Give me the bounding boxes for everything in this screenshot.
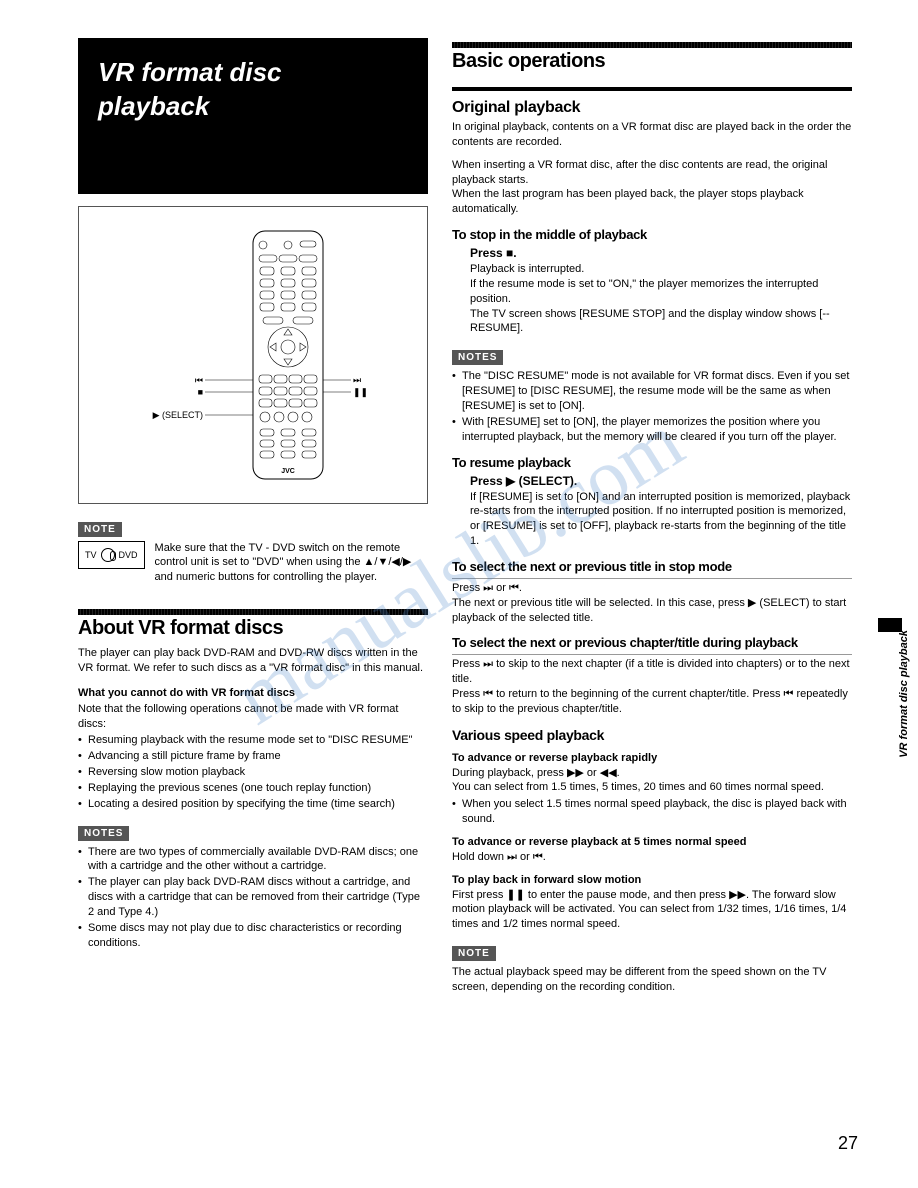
original-p2: When inserting a VR format disc, after t… <box>452 158 852 188</box>
cannot-list: Resuming playback with the resume mode s… <box>78 733 428 811</box>
select-play-p2: Press ⏮ to return to the beginning of th… <box>452 687 852 717</box>
list-item: Resuming playback with the resume mode s… <box>78 733 428 748</box>
resume-press: Press ▶ (SELECT). <box>470 474 852 488</box>
five-p: Hold down ⏭ or ⏮. <box>452 850 852 865</box>
stop-p1: Playback is interrupted. <box>470 262 852 277</box>
list-item: With [RESUME] set to [ON], the player me… <box>452 415 852 445</box>
note-tag: NOTE <box>452 946 496 961</box>
notes-tag: NOTES <box>78 826 129 841</box>
list-item: Replaying the previous scenes (one touch… <box>78 781 428 796</box>
divider <box>78 609 428 615</box>
divider <box>452 87 852 91</box>
list-item: Reversing slow motion playback <box>78 765 428 780</box>
speed-heading: Various speed playback <box>452 727 852 743</box>
page-number: 27 <box>838 1133 858 1154</box>
rapid-p2: You can select from 1.5 times, 5 times, … <box>452 780 852 795</box>
slow-p: First press ❚❚ to enter the pause mode, … <box>452 888 852 933</box>
select-play-heading: To select the next or previous chapter/t… <box>452 635 852 650</box>
left-column: VR format disc playback ⏮ ■ ▶ (SELECT) ⏭… <box>78 38 428 1001</box>
cannot-intro: Note that the following operations canno… <box>78 702 428 732</box>
select-stop-p1: Press ⏭ or ⏮. <box>452 581 852 596</box>
title-block: VR format disc playback <box>78 38 428 194</box>
list-item: When you select 1.5 times normal speed p… <box>452 797 852 827</box>
title-line1: VR format disc <box>98 56 408 90</box>
about-heading: About VR format discs <box>78 617 428 640</box>
list-item: There are two types of commercially avai… <box>78 845 428 875</box>
svg-text:▶ (SELECT): ▶ (SELECT) <box>153 410 203 420</box>
list-item: Some discs may not play due to disc char… <box>78 921 428 951</box>
about-notes-list: There are two types of commercially avai… <box>78 845 428 951</box>
title-line2: playback <box>98 90 408 124</box>
svg-text:■: ■ <box>198 387 203 397</box>
notes-tag: NOTES <box>452 350 503 365</box>
rapid-note-list: When you select 1.5 times normal speed p… <box>452 797 852 827</box>
divider <box>452 42 852 48</box>
rapid-h: To advance or reverse playback rapidly <box>452 751 852 766</box>
select-stop-heading: To select the next or previous title in … <box>452 559 852 574</box>
slow-h: To play back in forward slow motion <box>452 873 852 888</box>
resume-p1: If [RESUME] is set to [ON] and an interr… <box>470 490 852 549</box>
list-item: Advancing a still picture frame by frame <box>78 749 428 764</box>
about-intro: The player can play back DVD-RAM and DVD… <box>78 646 428 676</box>
remote-brand: JVC <box>281 468 295 475</box>
rapid-p1: During playback, press ▶▶ or ◀◀. <box>452 766 852 781</box>
final-note: The actual playback speed may be differe… <box>452 965 852 995</box>
svg-text:⏭: ⏭ <box>353 375 361 385</box>
original-heading: Original playback <box>452 99 852 117</box>
stop-heading: To stop in the middle of playback <box>452 227 852 242</box>
svg-text:❚❚: ❚❚ <box>353 387 368 398</box>
switch-dial-icon <box>101 548 115 562</box>
remote-diagram: ⏮ ■ ▶ (SELECT) ⏭ ❚❚ <box>78 206 428 504</box>
original-p1: In original playback, contents on a VR f… <box>452 120 852 150</box>
list-item: The player can play back DVD-RAM discs w… <box>78 875 428 920</box>
select-play-p1: Press ⏭ to skip to the next chapter (if … <box>452 657 852 687</box>
basic-heading: Basic operations <box>452 50 852 73</box>
tv-dvd-switch: TV DVD <box>78 541 145 569</box>
resume-heading: To resume playback <box>452 455 852 470</box>
stop-p2: If the resume mode is set to "ON," the p… <box>470 277 852 307</box>
cannot-heading: What you cannot do with VR format discs <box>78 686 428 701</box>
switch-text: Make sure that the TV - DVD switch on th… <box>155 541 428 586</box>
right-column: Basic operations Original playback In or… <box>452 38 852 1001</box>
select-stop-p2: The next or previous title will be selec… <box>452 596 852 626</box>
list-item: Locating a desired position by specifyin… <box>78 797 428 812</box>
stop-p3: The TV screen shows [RESUME STOP] and th… <box>470 307 852 337</box>
svg-text:⏮: ⏮ <box>195 375 203 385</box>
stop-press: Press ■. <box>470 246 852 260</box>
original-p3: When the last program has been played ba… <box>452 187 852 217</box>
stop-notes-list: The "DISC RESUME" mode is not available … <box>452 369 852 444</box>
five-h: To advance or reverse playback at 5 time… <box>452 835 852 850</box>
side-tab: VR format disc playback <box>898 630 910 758</box>
switch-dvd: DVD <box>119 550 138 560</box>
list-item: The "DISC RESUME" mode is not available … <box>452 369 852 414</box>
switch-tv: TV <box>85 550 97 560</box>
note-tag: NOTE <box>78 522 122 537</box>
